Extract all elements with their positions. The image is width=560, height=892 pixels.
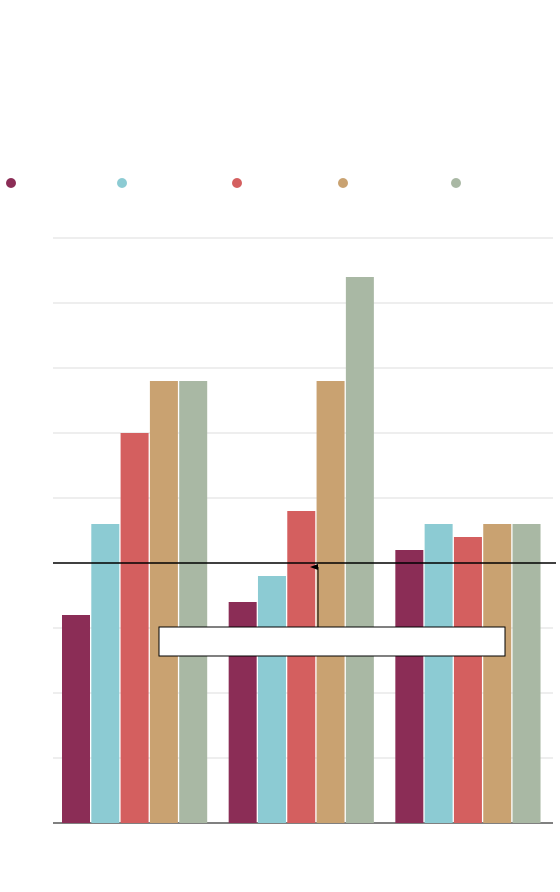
bar xyxy=(424,524,453,823)
bars xyxy=(62,277,541,823)
annotation-box xyxy=(158,626,506,657)
bar xyxy=(453,537,482,823)
bar xyxy=(91,524,120,823)
bar xyxy=(120,433,149,823)
legend-marker xyxy=(6,178,16,188)
bar xyxy=(62,615,90,823)
legend-marker xyxy=(451,178,461,188)
bar xyxy=(483,524,512,823)
legend-marker xyxy=(338,178,348,188)
bar xyxy=(345,277,374,823)
legend xyxy=(6,178,461,188)
bar xyxy=(179,381,208,823)
bar xyxy=(395,550,424,823)
bar xyxy=(149,381,178,823)
bar xyxy=(287,511,316,823)
bar xyxy=(512,524,541,823)
bar xyxy=(316,381,345,823)
legend-marker xyxy=(232,178,242,188)
bar xyxy=(257,576,286,823)
legend-marker xyxy=(117,178,127,188)
